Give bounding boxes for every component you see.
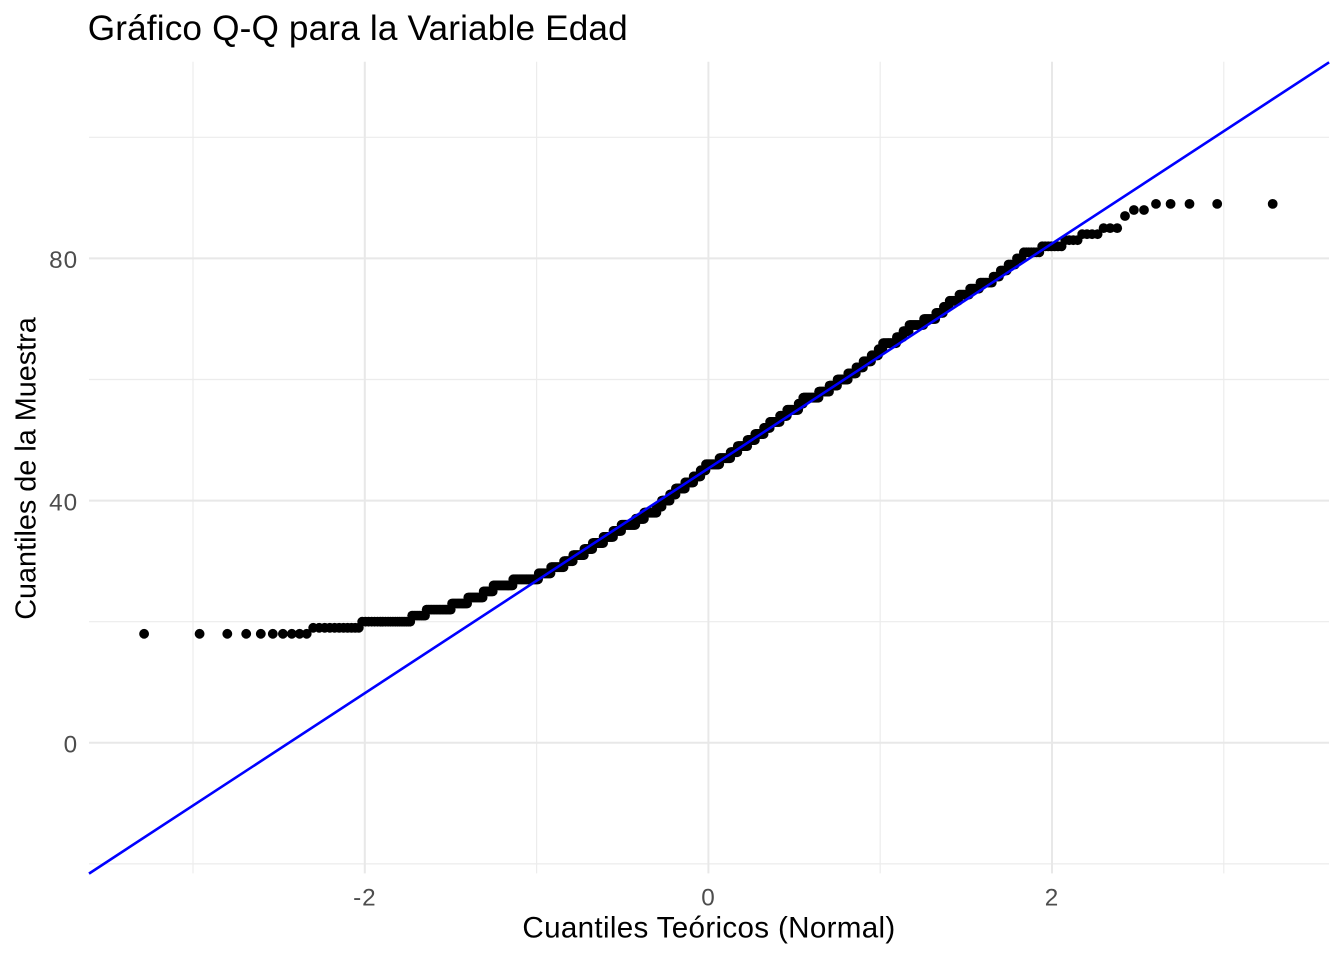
svg-text:0: 0 xyxy=(701,885,715,912)
svg-text:0: 0 xyxy=(64,732,78,759)
svg-text:Gráfico Q-Q para la Variable E: Gráfico Q-Q para la Variable Edad xyxy=(88,9,628,48)
svg-text:Cuantiles Teóricos (Normal): Cuantiles Teóricos (Normal) xyxy=(522,911,895,944)
svg-text:80: 80 xyxy=(49,247,78,274)
svg-text:40: 40 xyxy=(49,489,78,516)
svg-text:2: 2 xyxy=(1045,885,1059,912)
svg-text:Cuantiles de la Muestra: Cuantiles de la Muestra xyxy=(11,316,43,620)
svg-text:-2: -2 xyxy=(353,885,376,912)
